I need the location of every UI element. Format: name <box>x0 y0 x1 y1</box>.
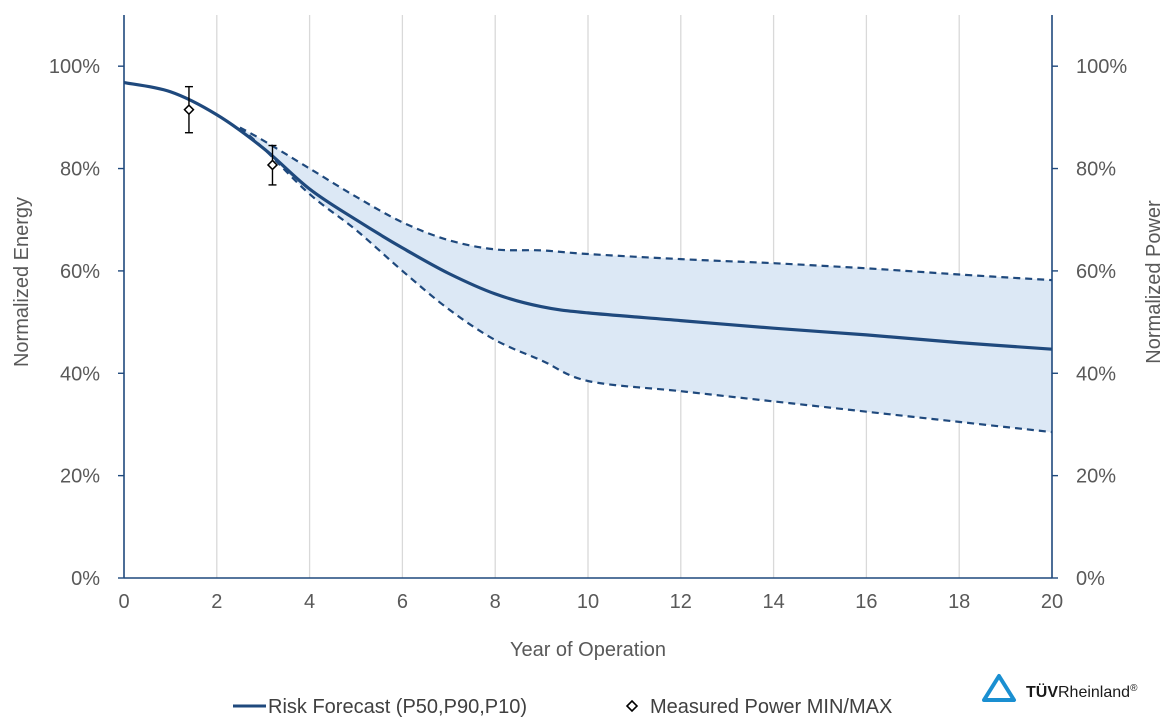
y-tick-label-left: 100% <box>49 56 100 78</box>
p50-forecast-line <box>123 81 1053 351</box>
legend: Risk Forecast (P50,P90,P10) Measured Pow… <box>233 696 892 718</box>
x-tick-label: 14 <box>762 591 784 613</box>
x-tick-label: 0 <box>118 591 129 613</box>
y-tick-label-right: 20% <box>1076 466 1116 488</box>
legend-label-forecast: Risk Forecast (P50,P90,P10) <box>268 696 527 718</box>
x-tick-label: 18 <box>948 591 970 613</box>
logo-text: TÜVRheinland® <box>1026 682 1138 701</box>
uncertainty-band <box>240 127 1052 433</box>
y-tick-label-right: 0% <box>1076 568 1105 590</box>
legend-diamond-marker <box>625 699 639 713</box>
tuv-triangle-icon <box>982 674 1016 702</box>
y-tick-label-left: 80% <box>60 159 100 181</box>
y-tick-label-right: 60% <box>1076 261 1116 283</box>
y-axis-title-right: Normalized Power <box>1143 200 1165 364</box>
x-tick-label: 4 <box>304 591 315 613</box>
y-tick-label-right: 100% <box>1076 56 1127 78</box>
p10-dashed-line <box>239 126 1053 282</box>
x-tick-label: 16 <box>855 591 877 613</box>
x-axis-title: Year of Operation <box>510 639 666 661</box>
y-tick-label-right: 40% <box>1076 363 1116 385</box>
p90-dashed-line <box>239 126 1053 434</box>
y-tick-label-left: 20% <box>60 466 100 488</box>
legend-label-measured: Measured Power MIN/MAX <box>650 696 892 718</box>
x-tick-label: 20 <box>1041 591 1063 613</box>
y-tick-label-left: 0% <box>71 568 100 590</box>
tick-labels: 0 2 4 6 8 10 12 14 16 18 20 0% 0% 20% 20% 40% 40% 60% 60% 8… <box>49 56 1128 613</box>
x-tick-label: 12 <box>670 591 692 613</box>
x-tick-label: 10 <box>577 591 599 613</box>
measured-power-markers <box>183 85 279 186</box>
x-tick-label: 2 <box>211 591 222 613</box>
axes <box>118 15 1058 579</box>
tuv-logo: TÜVRheinland® <box>982 674 1138 702</box>
measured-point <box>183 85 195 134</box>
y-tick-label-right: 80% <box>1076 159 1116 181</box>
y-axis-title-left: Normalized Energy <box>11 197 33 367</box>
measured-point <box>266 144 279 186</box>
x-tick-label: 6 <box>397 591 408 613</box>
diamond-marker <box>183 104 195 116</box>
x-tick-label: 8 <box>490 591 501 613</box>
diamond-marker <box>266 159 279 171</box>
y-tick-label-left: 40% <box>60 363 100 385</box>
y-tick-label-left: 60% <box>60 261 100 283</box>
